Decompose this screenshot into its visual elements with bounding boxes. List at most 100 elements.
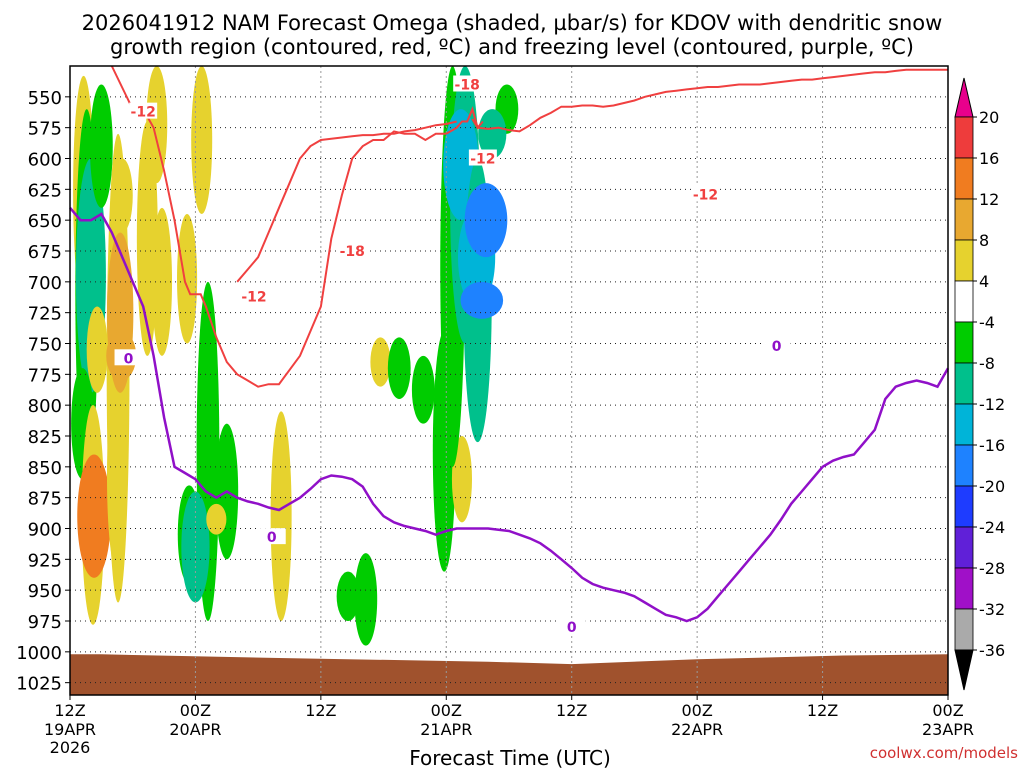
x-tick-hour-84: 00Z (932, 701, 963, 720)
omega-region-22 (206, 503, 227, 535)
colorbar-label-0: 20 (979, 108, 999, 127)
colorbar-bin-8 (954, 444, 974, 487)
y-tick-label-625: 625 (28, 180, 62, 201)
x-tick-hour-72: 12Z (807, 701, 838, 720)
x-tick-hour-12: 00Z (180, 701, 211, 720)
omega-region-6 (86, 306, 108, 393)
colorbar-bin-10 (954, 526, 974, 569)
omega-region-7 (89, 84, 113, 208)
colorbar-bin-1 (954, 157, 974, 200)
y-tick-label-750: 750 (28, 335, 62, 356)
credit-text: coolwx.com/models (870, 744, 1018, 762)
colorbar: 20 16 12 8 4 -4 -8 -12 -16 -20 -24 -28 -32 -36 (954, 77, 1005, 691)
contour-lines: -12 -12 -12 -12 -18 -18 0 0 0 0 (69, 65, 950, 636)
omega-region-12 (111, 158, 133, 233)
x-tick-date-84: 23APR (922, 720, 974, 739)
colorbar-label-1: 16 (979, 149, 999, 168)
omega-region-9 (106, 380, 128, 572)
colorbar-bin-4 (954, 280, 974, 323)
colorbar-label-5: -4 (979, 313, 995, 332)
colorbar-bin-0 (954, 116, 974, 159)
omega-region-23 (270, 411, 292, 621)
x-tick-hour-60: 00Z (681, 701, 712, 720)
dgz-label-3-bg (468, 149, 497, 166)
y-tick-label-825: 825 (28, 427, 62, 448)
dgz-label-4-bg (691, 185, 720, 202)
dgz-label-2: -12 (241, 290, 266, 306)
y-tick-label-575: 575 (28, 119, 62, 140)
freezing-level-contour (69, 206, 950, 623)
y-tick-label-850: 850 (28, 458, 62, 479)
dgz-label-5: -18 (455, 78, 480, 94)
y-tick-label-700: 700 (28, 273, 62, 294)
omega-region-15 (151, 207, 173, 356)
freezing-label-3-bg (762, 336, 791, 353)
colorbar-bin-9 (954, 485, 974, 528)
colorbar-label-4: 4 (979, 272, 989, 291)
x-tick-date-36: 21APR (420, 720, 472, 739)
omega-regions (71, 65, 519, 646)
freezing-label-4-bg (114, 349, 143, 366)
plot-frame (69, 65, 949, 696)
colorbar-bin-6 (954, 362, 974, 405)
dgz-contour-upper (236, 120, 457, 283)
omega-region-26 (370, 337, 391, 387)
colorbar-label-3: 8 (979, 231, 989, 250)
dgz-label-3: -12 (470, 152, 495, 168)
dgz-contour-2 (471, 68, 948, 133)
y-tick-label-900: 900 (28, 520, 62, 541)
dgz-label-4: -12 (693, 187, 718, 203)
colorbar-label-12: -32 (979, 600, 1005, 619)
y-tick-label-600: 600 (28, 150, 62, 171)
title-line-2: growth region (contoured, red, ºC) and f… (110, 35, 914, 59)
freezing-label-1: 0 (267, 530, 277, 546)
dgz-label-1-bg (129, 102, 158, 119)
y-tick-label-925: 925 (28, 550, 62, 571)
dgz-label-5-bg (453, 75, 482, 92)
y-tick-label-1000: 1000 (16, 643, 62, 664)
dgz-label-1: -12 (131, 105, 156, 121)
omega-region-37 (464, 183, 508, 258)
x-tick-date-12: 20APR (169, 720, 221, 739)
omega-region-36 (460, 281, 504, 319)
y-axis: 550 575 600 625 650 675 700 725 750 775 800 825 850 8… (16, 88, 70, 695)
colorbar-label-9: -20 (979, 477, 1005, 496)
y-tick-label-875: 875 (28, 489, 62, 510)
y-tick-label-650: 650 (28, 211, 62, 232)
omega-region-17 (191, 66, 213, 214)
title-line-1: 2026041912 NAM Forecast Omega (shaded, µ… (82, 11, 943, 35)
colorbar-label-7: -12 (979, 395, 1005, 414)
chart-title: 2026041912 NAM Forecast Omega (shaded, µ… (82, 11, 943, 59)
y-tick-label-550: 550 (28, 88, 62, 109)
x-tick-date-0: 19APR (44, 720, 96, 739)
colorbar-label-10: -24 (979, 518, 1005, 537)
y-tick-label-950: 950 (28, 581, 62, 602)
ground-surface (70, 654, 948, 695)
omega-region-27 (387, 337, 411, 399)
y-tick-label-1025: 1025 (16, 674, 62, 695)
y-tick-label-725: 725 (28, 304, 62, 325)
plot-border (69, 65, 949, 696)
x-tick-hour-36: 00Z (431, 701, 462, 720)
dgz-label-6-bg (338, 242, 367, 258)
x-tick-year-0: 2026 (50, 738, 91, 757)
colorbar-bin-7 (954, 403, 974, 446)
x-tick-hour-0: 12Z (54, 701, 85, 720)
dgz-label-2-bg (239, 287, 268, 304)
colorbar-top-arrow (954, 77, 974, 118)
freezing-label-4: 0 (124, 351, 134, 367)
y-tick-label-775: 775 (28, 365, 62, 386)
colorbar-bin-12 (954, 608, 974, 651)
freezing-label-1-bg (257, 528, 286, 545)
freezing-label-3: 0 (772, 339, 782, 355)
colorbar-label-11: -28 (979, 559, 1005, 578)
ground-layer (70, 654, 948, 695)
dgz-label-6: -18 (340, 244, 365, 260)
colorbar-bottom-arrow (954, 649, 974, 691)
omega-region-28 (411, 355, 435, 424)
y-tick-label-975: 975 (28, 612, 62, 633)
y-tick-label-675: 675 (28, 242, 62, 263)
